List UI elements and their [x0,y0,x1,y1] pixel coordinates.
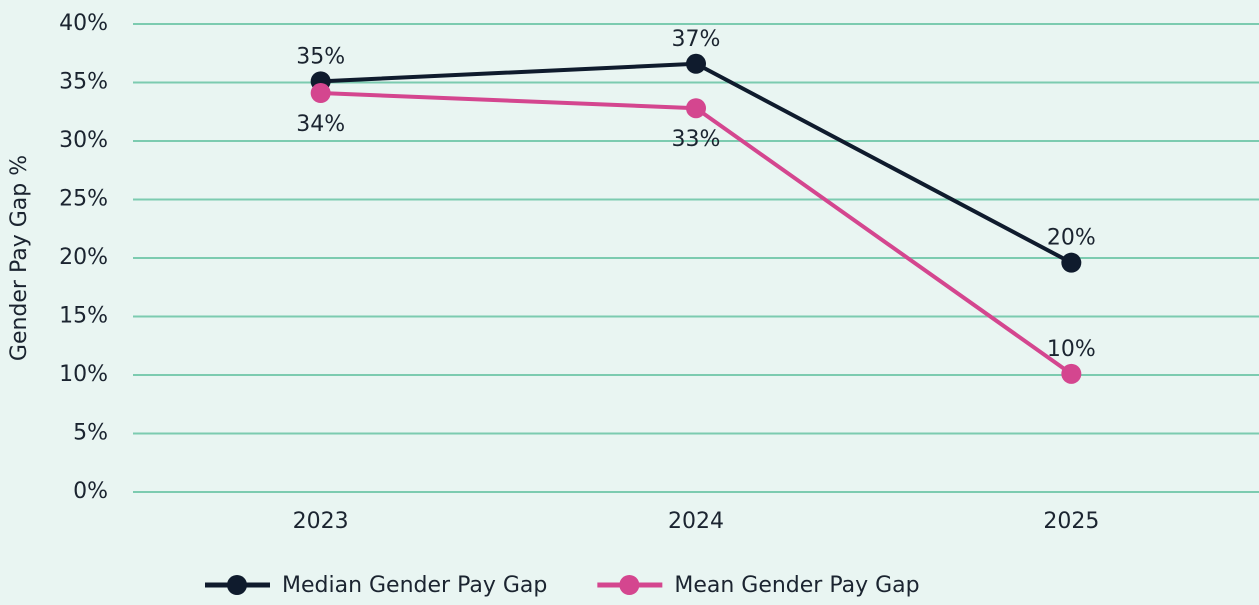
data-label: 34% [296,112,345,137]
y-tick-label: 0% [73,479,108,504]
y-tick-label: 40% [59,11,108,36]
point [1061,252,1082,273]
legend-label: Median Gender Pay Gap [282,573,547,598]
data-label: 20% [1047,226,1096,251]
y-axis-label: Gender Pay Gap % [7,155,32,361]
point [686,53,706,74]
y-tick-label: 20% [59,245,108,270]
x-tick-label: 2023 [293,509,349,534]
y-tick-label: 5% [73,421,108,446]
y-tick-label: 35% [59,70,108,95]
x-tick-label: 2025 [1043,509,1099,534]
legend-label: Mean Gender Pay Gap [674,573,919,598]
data-label: 33% [672,127,721,152]
data-label: 10% [1047,337,1096,362]
y-tick-label: 15% [59,304,108,329]
legend-marker [227,575,247,595]
y-tick-label: 30% [59,128,108,153]
point [1061,363,1082,384]
y-tick-label: 25% [59,187,108,212]
x-tick-label: 2024 [668,509,724,534]
legend-marker [619,575,640,595]
point [686,98,706,119]
data-label: 37% [672,27,721,52]
data-label: 35% [296,44,345,69]
y-tick-label: 10% [59,362,108,387]
point [310,83,331,104]
